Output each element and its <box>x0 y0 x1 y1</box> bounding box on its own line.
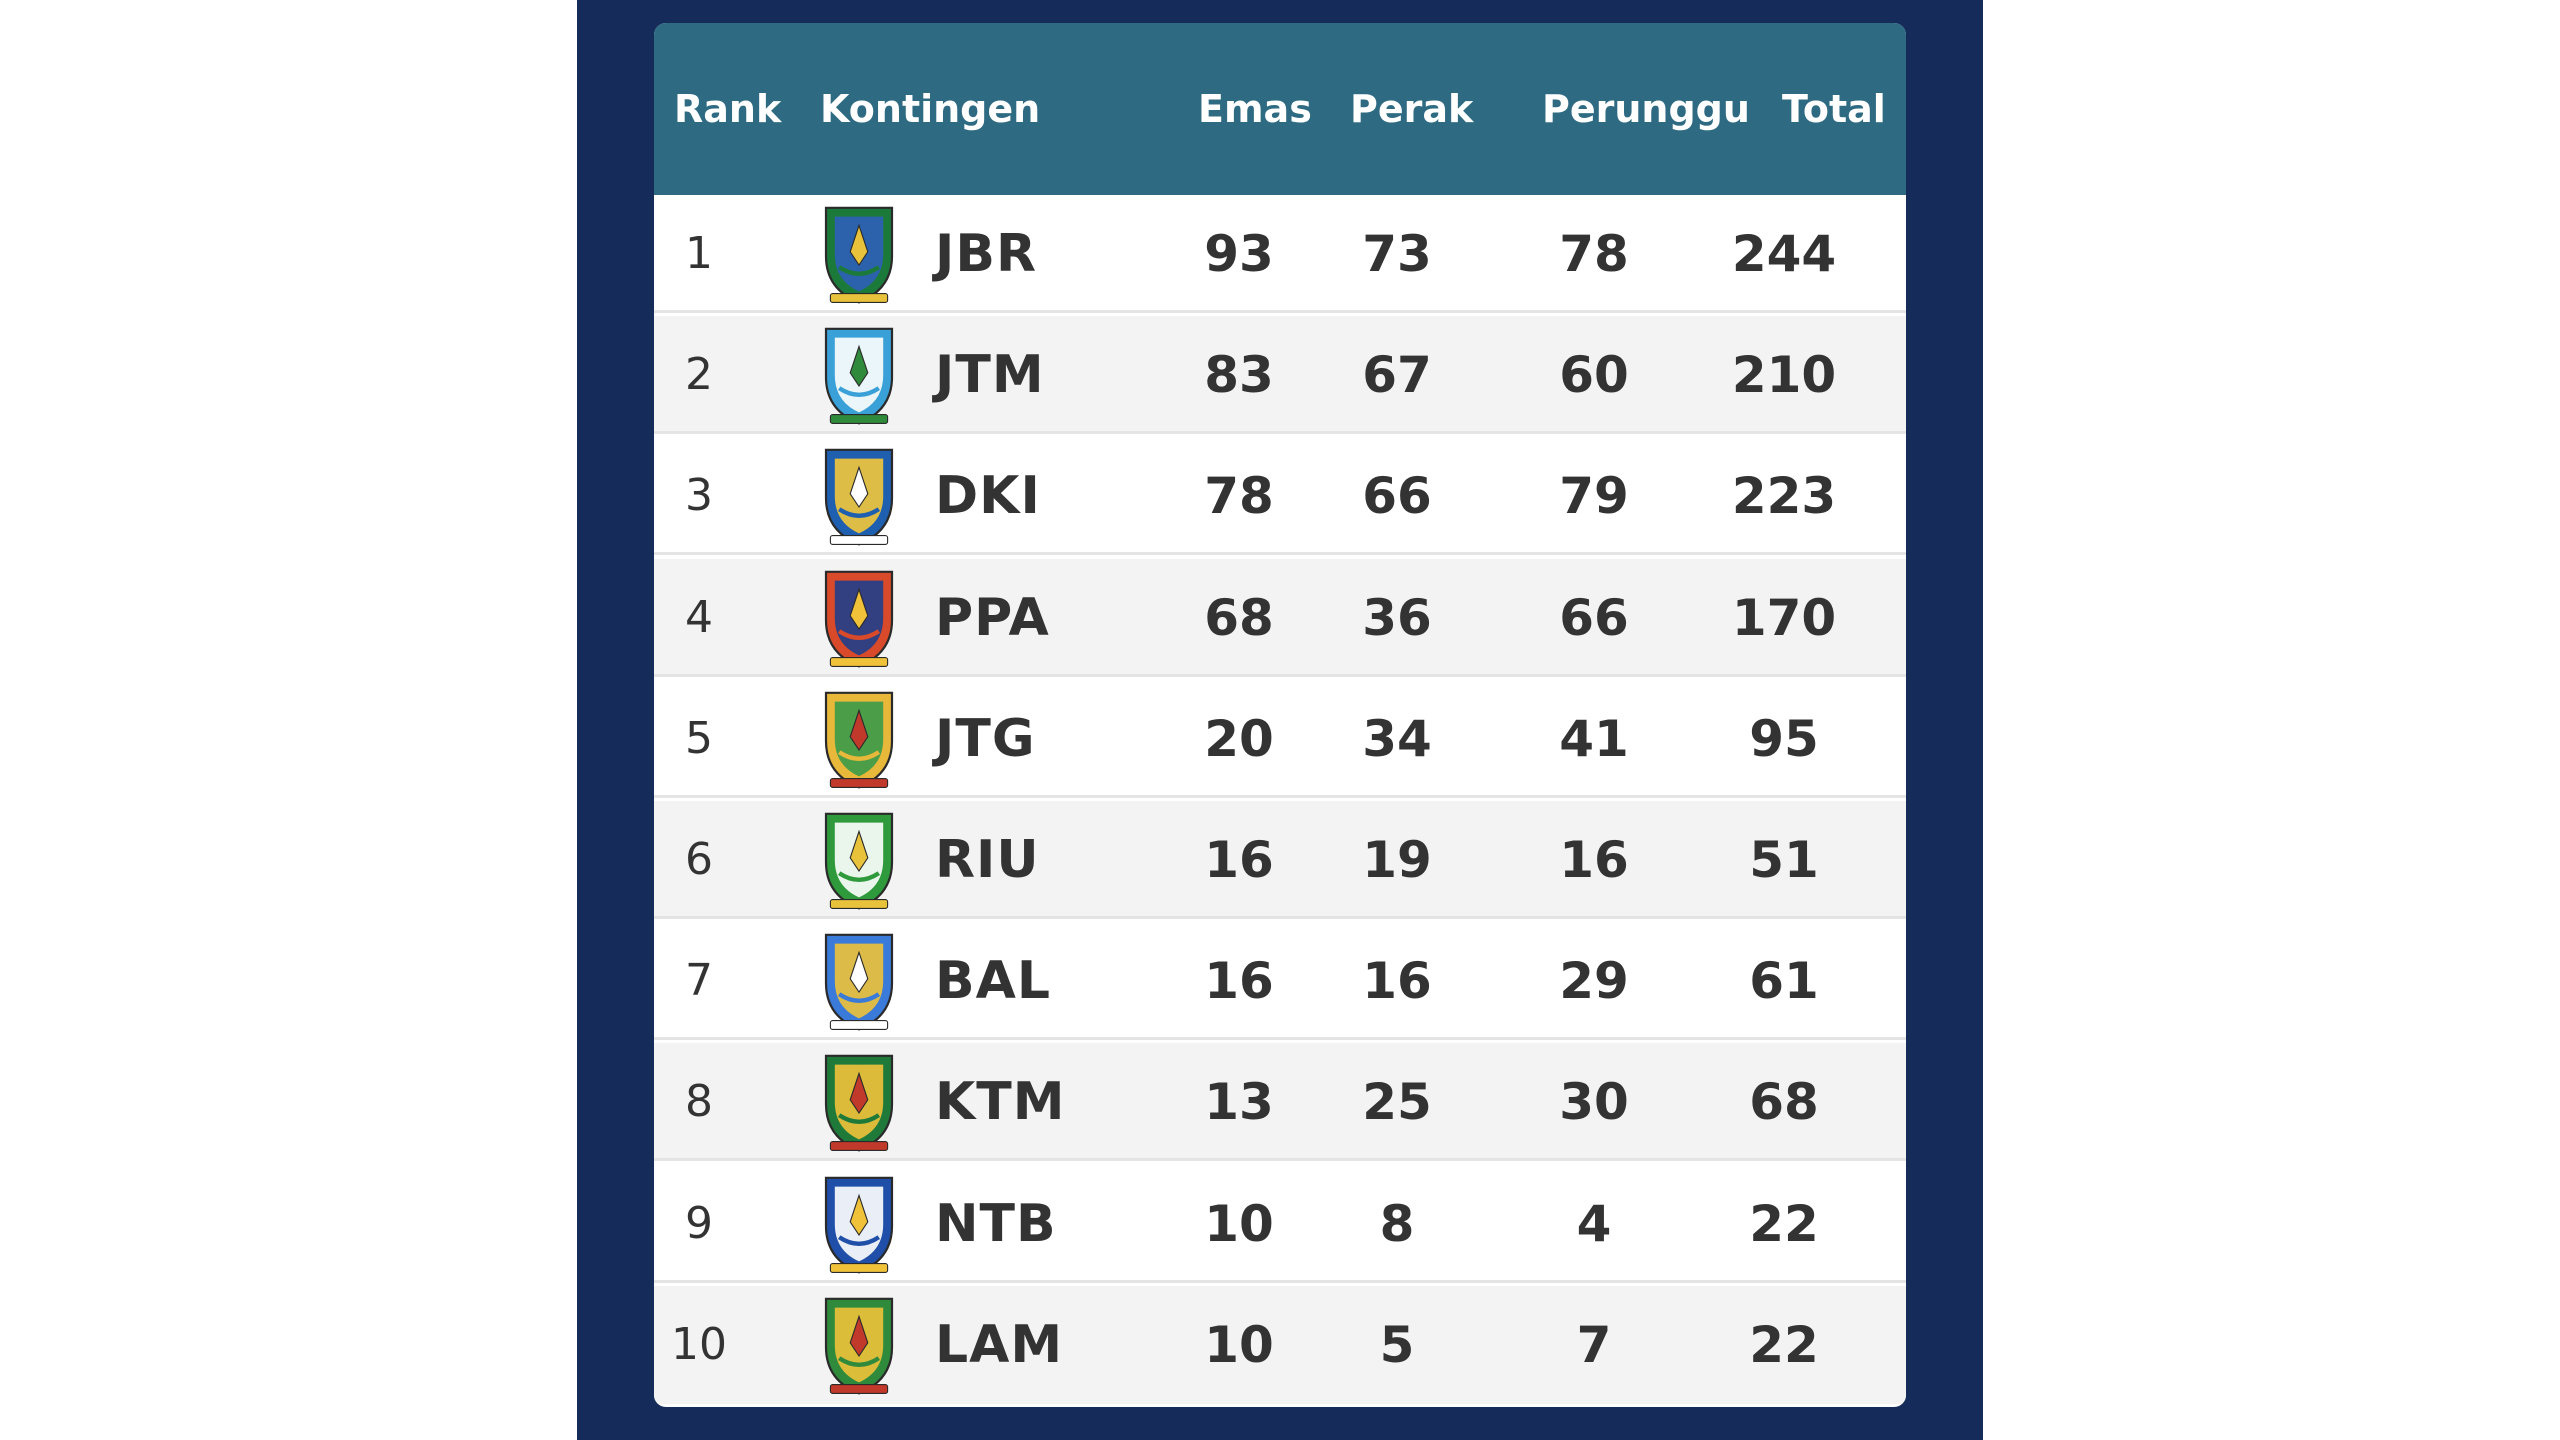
emas-cell: 16 <box>1204 831 1274 889</box>
perunggu-cell: 4 <box>1576 1194 1612 1253</box>
total-cell: 61 <box>1749 952 1819 1011</box>
perak-cell: 67 <box>1362 346 1432 405</box>
perak-cell: 36 <box>1362 588 1432 647</box>
perunggu-cell: 78 <box>1559 225 1629 283</box>
table-row: 1 JBR 93 73 78 244 <box>654 195 1906 313</box>
rank-cell: 4 <box>685 591 713 643</box>
total-cell: 68 <box>1749 1073 1819 1132</box>
total-cell: 51 <box>1749 831 1819 889</box>
total-cell: 95 <box>1749 709 1819 768</box>
emas-cell: 83 <box>1204 346 1274 405</box>
emas-cell: 16 <box>1204 952 1274 1011</box>
total-cell: 22 <box>1749 1194 1819 1253</box>
ppa-crest-icon <box>804 563 914 673</box>
header-total: Total <box>1782 87 1886 131</box>
medal-table: Rank Kontingen Emas Perak Perunggu Total… <box>654 23 1906 1407</box>
jtg-crest-icon <box>804 684 914 794</box>
dki-crest-icon <box>804 441 914 551</box>
perunggu-cell: 66 <box>1559 588 1629 647</box>
kontingen-code: KTM <box>935 1072 1066 1133</box>
emas-cell: 68 <box>1204 588 1274 647</box>
perak-cell: 34 <box>1362 709 1432 768</box>
perak-cell: 5 <box>1379 1315 1415 1374</box>
header-kontingen: Kontingen <box>820 87 1041 131</box>
table-row: 6 RIU 16 19 16 51 <box>654 801 1906 919</box>
kontingen-code: NTB <box>935 1193 1057 1254</box>
jbr-crest-icon <box>804 199 914 309</box>
kontingen-code: JTM <box>935 345 1045 406</box>
total-cell: 22 <box>1749 1315 1819 1374</box>
table-row: 4 PPA 68 36 66 170 <box>654 558 1906 677</box>
perak-cell: 19 <box>1362 831 1432 889</box>
page-frame: Rank Kontingen Emas Perak Perunggu Total… <box>577 0 1983 1440</box>
perunggu-cell: 16 <box>1559 831 1629 889</box>
jtm-crest-icon <box>804 320 914 430</box>
table-row: 9 NTB 10 8 4 22 <box>654 1165 1906 1283</box>
perunggu-cell: 30 <box>1559 1073 1629 1132</box>
ktm-crest-icon <box>804 1047 914 1157</box>
table-row: 7 BAL 16 16 29 61 <box>654 922 1906 1041</box>
emas-cell: 10 <box>1204 1315 1274 1374</box>
table-row: 10 LAM 10 5 7 22 <box>654 1285 1906 1404</box>
total-cell: 210 <box>1731 346 1837 405</box>
header-emas: Emas <box>1198 87 1312 131</box>
kontingen-code: BAL <box>935 951 1052 1012</box>
kontingen-code: JBR <box>935 224 1038 284</box>
rank-cell: 3 <box>685 470 713 522</box>
header-rank: Rank <box>674 87 782 131</box>
table-header: Rank Kontingen Emas Perak Perunggu Total <box>654 23 1906 195</box>
table-row: 3 DKI 78 66 79 223 <box>654 437 1906 556</box>
kontingen-code: JTG <box>935 708 1036 769</box>
header-perak: Perak <box>1350 87 1474 131</box>
emas-cell: 13 <box>1204 1073 1274 1132</box>
table-row: 8 KTM 13 25 30 68 <box>654 1043 1906 1162</box>
kontingen-code: DKI <box>935 466 1041 527</box>
rank-cell: 9 <box>685 1197 713 1249</box>
rank-cell: 6 <box>685 834 713 885</box>
table-row: 2 JTM 83 67 60 210 <box>654 316 1906 435</box>
rank-cell: 7 <box>685 955 713 1007</box>
kontingen-code: PPA <box>935 587 1050 648</box>
emas-cell: 78 <box>1204 467 1274 526</box>
rank-cell: 5 <box>685 712 713 764</box>
perunggu-cell: 60 <box>1559 346 1629 405</box>
kontingen-code: LAM <box>935 1314 1064 1375</box>
rank-cell: 1 <box>685 228 713 279</box>
ntb-crest-icon <box>804 1169 914 1279</box>
bal-crest-icon <box>804 926 914 1036</box>
perak-cell: 8 <box>1379 1194 1415 1253</box>
perak-cell: 73 <box>1362 225 1432 283</box>
total-cell: 223 <box>1731 467 1837 526</box>
perak-cell: 66 <box>1362 467 1432 526</box>
emas-cell: 20 <box>1204 709 1274 768</box>
perunggu-cell: 7 <box>1576 1315 1612 1374</box>
lam-crest-icon <box>804 1290 914 1400</box>
perunggu-cell: 79 <box>1559 467 1629 526</box>
rank-cell: 8 <box>685 1076 713 1128</box>
emas-cell: 10 <box>1204 1194 1274 1253</box>
total-cell: 244 <box>1731 225 1837 283</box>
perak-cell: 25 <box>1362 1073 1432 1132</box>
emas-cell: 93 <box>1204 225 1274 283</box>
perunggu-cell: 29 <box>1559 952 1629 1011</box>
perak-cell: 16 <box>1362 952 1432 1011</box>
header-perunggu: Perunggu <box>1542 87 1750 131</box>
kontingen-code: RIU <box>935 830 1040 890</box>
table-row: 5 JTG 20 34 41 95 <box>654 680 1906 798</box>
rank-cell: 10 <box>671 1318 727 1370</box>
total-cell: 170 <box>1731 588 1837 647</box>
rank-cell: 2 <box>685 349 713 401</box>
perunggu-cell: 41 <box>1559 709 1629 768</box>
riu-crest-icon <box>804 805 914 915</box>
